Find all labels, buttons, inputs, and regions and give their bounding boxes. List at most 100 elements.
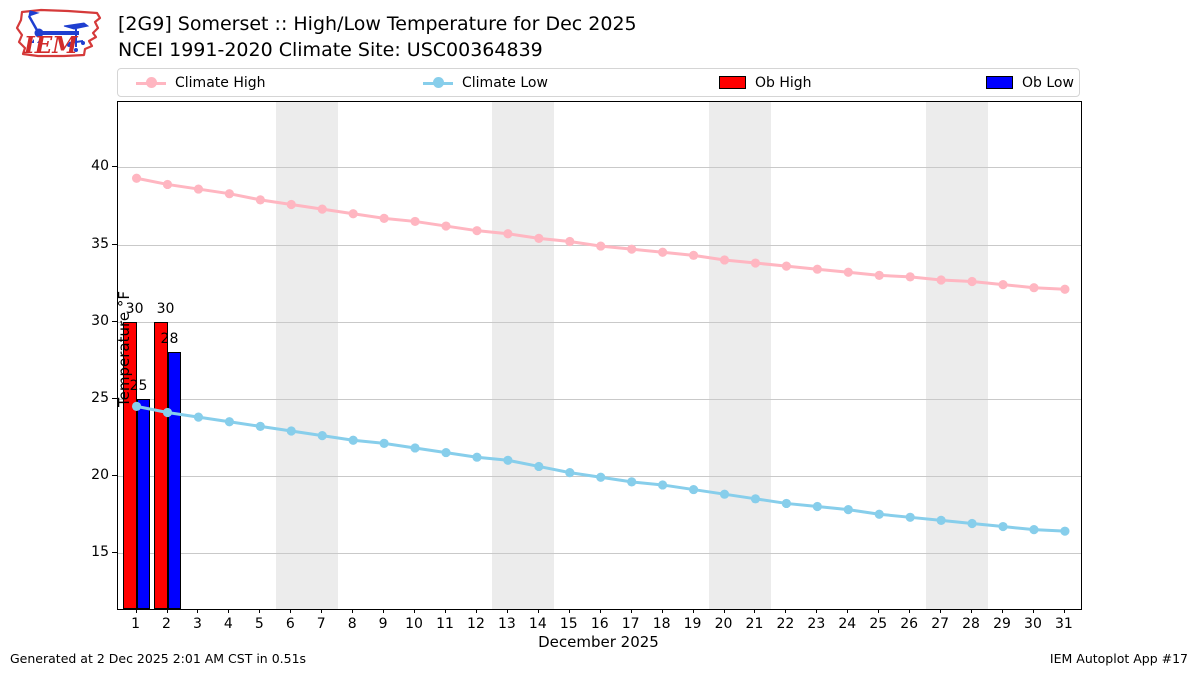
climate-high-swatch-icon: [136, 77, 166, 88]
x-tick-mark: [383, 609, 385, 613]
legend-label: Climate Low: [462, 74, 548, 91]
y-tick-label-35: 35: [91, 235, 109, 252]
x-axis-label: December 2025: [538, 633, 659, 651]
x-tick-label-13: 13: [497, 616, 516, 632]
gridline-15: [118, 552, 1081, 554]
ob-high-value-day-1: 30: [125, 300, 144, 317]
ob-low-bar-day-1: [136, 398, 151, 609]
legend-item-climate-low: Climate Low: [423, 69, 548, 96]
x-tick-mark: [259, 609, 261, 613]
climate-high-marker-day-23: [812, 264, 822, 274]
x-tick-mark: [1032, 609, 1034, 613]
x-tick-mark: [630, 609, 632, 613]
x-tick-mark: [847, 609, 849, 613]
climate-high-marker-day-24: [843, 267, 853, 277]
y-tick-mark: [112, 551, 117, 553]
x-tick-label-4: 4: [223, 616, 233, 632]
x-tick-mark: [506, 609, 508, 613]
climate-low-marker-day-17: [627, 477, 637, 487]
y-tick-mark: [112, 320, 117, 322]
ob-high-value-day-2: 30: [156, 300, 175, 317]
climate-low-marker-day-3: [193, 412, 204, 422]
weekend-band: [925, 102, 988, 609]
app-credit: IEM Autoplot App #17: [1049, 651, 1188, 666]
climate-high-marker-day-8: [348, 209, 358, 219]
climate-low-marker-day-19: [688, 484, 699, 495]
climate-low-marker-day-22: [781, 498, 792, 509]
weather-station-icon: [27, 10, 90, 52]
climate-high-marker-day-26: [905, 272, 915, 282]
plot-area: 30 30 25 28: [117, 101, 1082, 610]
climate-low-marker-day-12: [472, 452, 482, 462]
x-tick-label-15: 15: [559, 616, 578, 632]
x-tick-mark: [475, 609, 477, 613]
x-tick-mark: [352, 609, 354, 613]
climate-low-marker-day-5: [255, 421, 265, 431]
ob-high-swatch-icon: [719, 76, 746, 89]
x-tick-mark: [537, 609, 539, 613]
x-tick-label-22: 22: [776, 616, 795, 632]
y-tick-mark: [112, 166, 117, 168]
legend-item-ob-low: Ob Low: [986, 69, 1074, 96]
x-tick-label-8: 8: [347, 616, 357, 632]
weekend-band: [275, 102, 338, 609]
gridline-25: [118, 398, 1081, 400]
x-tick-mark: [321, 609, 323, 613]
climate-high-marker-day-11: [441, 221, 451, 231]
climate-high-marker-day-30: [1029, 283, 1039, 293]
x-tick-label-10: 10: [405, 616, 423, 632]
y-tick-label-40: 40: [91, 158, 109, 175]
climate-high-marker-day-17: [627, 244, 637, 254]
gridline-20: [118, 475, 1081, 477]
legend-item-climate-high: Climate High: [136, 69, 266, 96]
x-tick-mark: [414, 609, 416, 613]
x-tick-label-27: 27: [931, 616, 950, 632]
climate-high-marker-day-18: [658, 247, 668, 257]
ob-low-bar-day-2: [167, 352, 182, 609]
x-tick-label-23: 23: [807, 616, 826, 632]
weekend-band: [709, 102, 771, 609]
climate-low-marker-day-31: [1060, 526, 1070, 536]
x-tick-label-14: 14: [528, 616, 547, 632]
x-tick-mark: [816, 609, 818, 613]
climate-low-marker-day-4: [224, 417, 235, 427]
climate-low-marker-day-16: [596, 472, 606, 482]
climate-high-marker-day-25: [874, 270, 884, 280]
gridline-35: [118, 244, 1081, 246]
climate-low-marker-day-18: [658, 480, 668, 490]
x-tick-label-28: 28: [962, 616, 980, 632]
x-tick-label-29: 29: [993, 616, 1011, 632]
ob-high-bar-day-2: [153, 321, 168, 609]
x-tick-label-18: 18: [652, 616, 671, 632]
weekend-band: [492, 102, 555, 609]
x-tick-label-25: 25: [869, 616, 888, 632]
legend: Climate High Climate Low Ob High Ob Low: [117, 68, 1080, 97]
x-tick-mark: [692, 609, 694, 613]
x-tick-mark: [1002, 609, 1004, 613]
climate-high-marker-day-22: [781, 261, 792, 271]
x-tick-label-20: 20: [714, 616, 733, 632]
climate-high-marker-day-19: [688, 250, 699, 260]
legend-label: Climate High: [175, 74, 266, 91]
climate-high-marker-day-1: [131, 173, 142, 183]
gridline-30: [118, 321, 1081, 323]
x-tick-mark: [909, 609, 911, 613]
ob-high-bar-day-1: [122, 321, 137, 609]
x-tick-mark: [135, 609, 137, 613]
climate-high-marker-day-5: [255, 195, 265, 205]
x-tick-label-31: 31: [1054, 616, 1073, 632]
climate-low-marker-day-25: [874, 509, 884, 519]
y-tick-mark: [112, 397, 117, 399]
x-tick-label-17: 17: [621, 616, 640, 632]
climate-low-marker-day-10: [410, 443, 420, 453]
x-tick-mark: [197, 609, 199, 613]
legend-item-ob-high: Ob High: [719, 69, 812, 96]
x-tick-label-12: 12: [467, 616, 485, 632]
x-tick-mark: [166, 609, 168, 613]
x-tick-label-9: 9: [378, 616, 388, 632]
x-tick-mark: [445, 609, 446, 613]
climate-low-marker-day-23: [812, 501, 822, 512]
climate-low-marker-day-11: [441, 447, 451, 458]
x-tick-mark: [1063, 609, 1065, 613]
